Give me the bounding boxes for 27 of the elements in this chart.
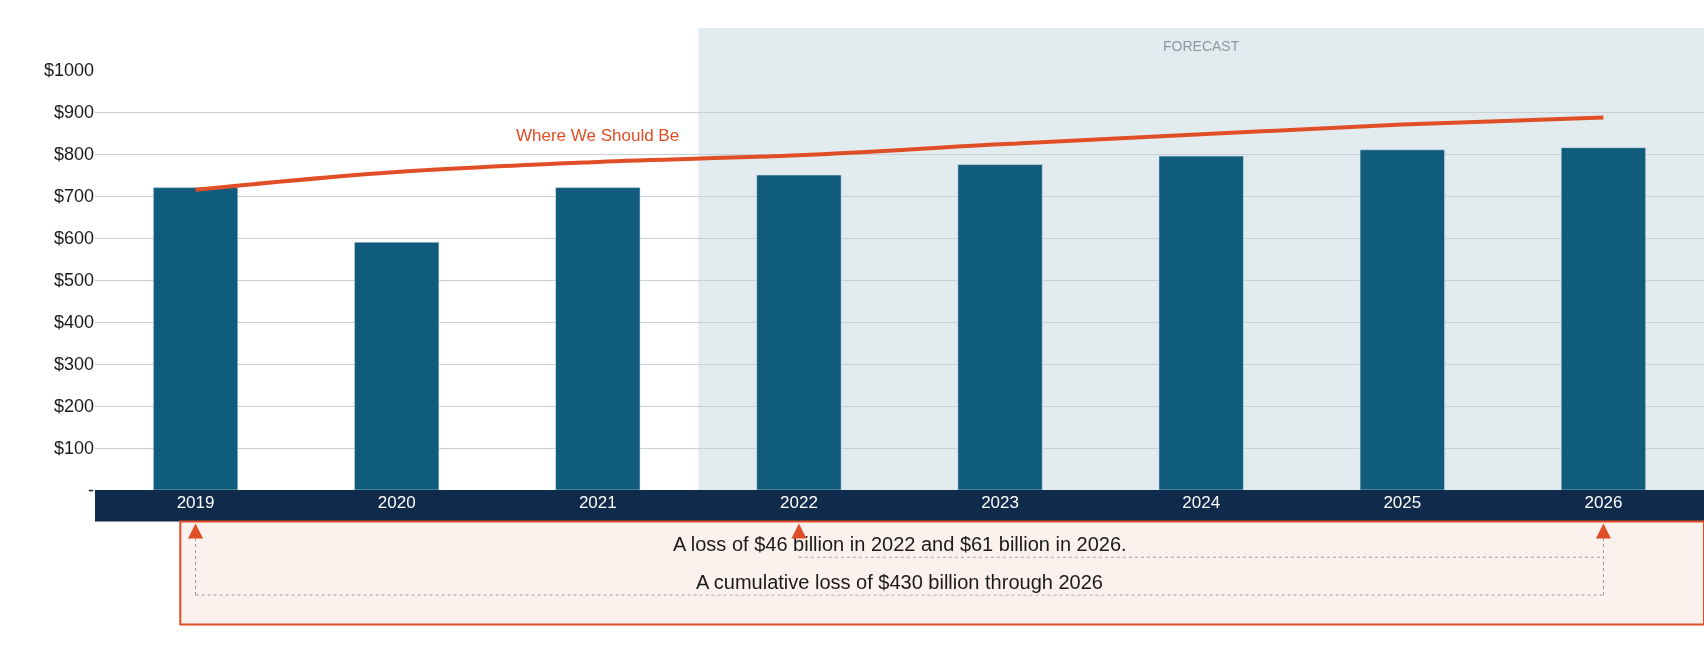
bar	[555, 187, 641, 490]
y-tick-label: $600	[53, 228, 94, 249]
y-tick-label: $200	[53, 396, 94, 417]
y-tick-label: $500	[53, 270, 94, 291]
x-tick-label: 2026	[1584, 493, 1623, 512]
x-tick-label: 2022	[780, 493, 818, 512]
x-tick-label: 2019	[176, 493, 215, 512]
x-tick-label: 2020	[377, 493, 416, 512]
bar	[354, 241, 440, 490]
y-tick-label: $400	[53, 312, 94, 333]
series-label: Where We Should Be	[516, 126, 680, 145]
y-tick-label: $300	[53, 354, 94, 375]
y-tick-label: $100	[53, 438, 94, 459]
y-tick-label: $1000	[43, 60, 94, 81]
y-tick-label: $900	[53, 102, 94, 123]
x-tick-label: 2023	[981, 493, 1019, 512]
x-tick-label: 2021	[578, 493, 617, 512]
x-tick-label: 2025	[1383, 493, 1422, 512]
y-tick-label: $700	[53, 186, 94, 207]
text: A loss of $46 billion in 2022 and $61 billion in 2026.	[673, 533, 1127, 555]
bar	[153, 187, 239, 490]
y-tick-label: -	[88, 480, 94, 501]
text: A cumulative loss of $430 billion through 2026	[696, 571, 1103, 593]
line-series	[193, 115, 1606, 192]
band-label: FORECAST	[1163, 38, 1240, 54]
y-tick-label: $800	[53, 144, 94, 165]
x-tick-label: 2024	[1182, 493, 1221, 512]
